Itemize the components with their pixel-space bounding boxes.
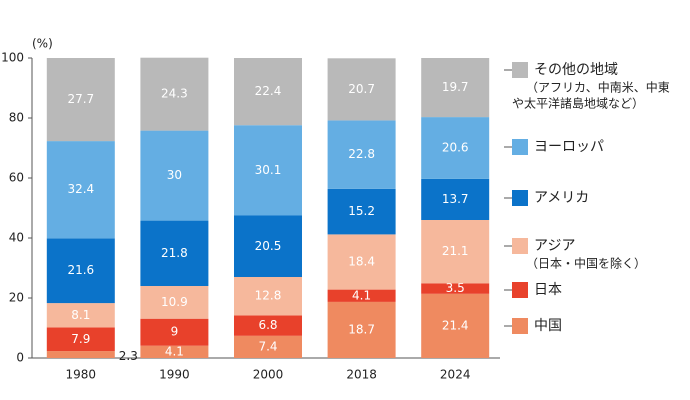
value-label: 7.9 xyxy=(71,332,90,346)
y-tick-label: 40 xyxy=(9,231,24,245)
legend-note: （日本・中国を除く） xyxy=(526,256,646,271)
y-tick-label: 60 xyxy=(9,171,24,185)
bar-segment xyxy=(234,315,302,336)
bar-segment xyxy=(46,351,115,358)
value-label: 4.1 xyxy=(352,288,371,302)
bar-segment xyxy=(327,289,396,302)
bar-segment xyxy=(421,283,490,294)
value-label: 9 xyxy=(171,325,179,339)
bar-segment xyxy=(421,178,490,220)
value-label: 27.7 xyxy=(67,92,94,106)
value-label: 7.4 xyxy=(258,339,277,353)
legend-label: 日本 xyxy=(534,282,562,298)
value-label: 6.8 xyxy=(258,318,277,332)
value-label: 8.1 xyxy=(71,308,90,322)
legend-swatch xyxy=(512,282,528,298)
bar-segment xyxy=(234,125,302,216)
x-tick-label: 2024 xyxy=(440,368,471,382)
bar-segment xyxy=(234,215,302,277)
legend-swatch xyxy=(512,238,528,254)
legend-note: （アフリカ、中南米、中東 xyxy=(526,80,670,95)
bar-segment xyxy=(46,327,115,352)
bar-segment xyxy=(327,188,396,235)
value-label: 22.4 xyxy=(255,84,282,98)
x-tick-label: 2000 xyxy=(253,368,284,382)
bar-segment xyxy=(234,58,302,126)
value-label: 19.7 xyxy=(442,80,469,94)
value-label: 2.3 xyxy=(119,349,138,363)
value-label: 13.7 xyxy=(442,192,469,206)
bar-segment xyxy=(140,286,209,319)
value-label: 30.1 xyxy=(255,163,282,177)
value-label: 20.7 xyxy=(348,82,375,96)
value-label: 21.4 xyxy=(442,318,469,332)
value-label: 24.3 xyxy=(161,87,188,101)
value-label: 18.7 xyxy=(348,322,375,336)
bar-segment xyxy=(234,335,302,358)
value-label: 15.2 xyxy=(348,204,375,218)
bar-segment xyxy=(327,301,396,358)
bar-segment xyxy=(46,141,115,239)
legend-swatch xyxy=(512,318,528,334)
bar-segment xyxy=(327,58,396,121)
value-label: 30 xyxy=(167,168,182,182)
bar-segment xyxy=(421,293,490,358)
bar-segment xyxy=(327,234,396,290)
y-tick-label: 100 xyxy=(1,51,24,65)
bar-segment xyxy=(46,238,115,304)
legend-label: ヨーロッパ xyxy=(534,139,604,155)
value-label: 22.8 xyxy=(348,147,375,161)
value-label: 10.9 xyxy=(161,295,188,309)
bar-segment xyxy=(46,303,115,328)
bar-segment xyxy=(421,58,490,118)
value-label: 4.1 xyxy=(165,344,184,358)
legend-note: や太平洋諸島地域など） xyxy=(512,96,644,111)
bar-segment xyxy=(421,117,490,179)
x-tick-label: 2018 xyxy=(346,368,377,382)
x-tick-label: 1980 xyxy=(66,368,97,382)
value-label: 21.6 xyxy=(67,263,94,277)
value-label: 18.4 xyxy=(348,255,375,269)
value-label: 32.4 xyxy=(67,182,94,196)
value-label: 21.8 xyxy=(161,246,188,260)
value-label: 20.5 xyxy=(255,239,282,253)
bar-segment xyxy=(234,277,302,316)
value-label: 21.1 xyxy=(442,244,469,258)
legend-swatch xyxy=(512,139,528,155)
bar-segment xyxy=(140,57,209,131)
bar-segment xyxy=(421,220,490,284)
legend-label: その他の地域 xyxy=(534,62,618,78)
legend-swatch xyxy=(512,190,528,206)
x-tick-label: 1990 xyxy=(159,368,190,382)
value-label: 20.6 xyxy=(442,141,469,155)
value-label: 3.5 xyxy=(446,281,465,295)
legend-label: 中国 xyxy=(534,318,562,334)
legend-swatch xyxy=(512,62,528,78)
y-tick-label: 20 xyxy=(9,291,24,305)
bar-segment xyxy=(327,120,396,189)
y-tick-label: 80 xyxy=(9,111,24,125)
bar-segment xyxy=(140,220,209,286)
legend-label: アジア xyxy=(534,238,575,254)
y-tick-label: 0 xyxy=(16,351,24,365)
bar-segment xyxy=(140,345,209,358)
value-label: 12.8 xyxy=(255,289,282,303)
bar-segment xyxy=(140,130,209,221)
bar-segment xyxy=(140,318,209,346)
y-unit: (%) xyxy=(32,37,53,51)
bar-segment xyxy=(46,58,115,142)
legend-label: アメリカ xyxy=(534,190,589,206)
